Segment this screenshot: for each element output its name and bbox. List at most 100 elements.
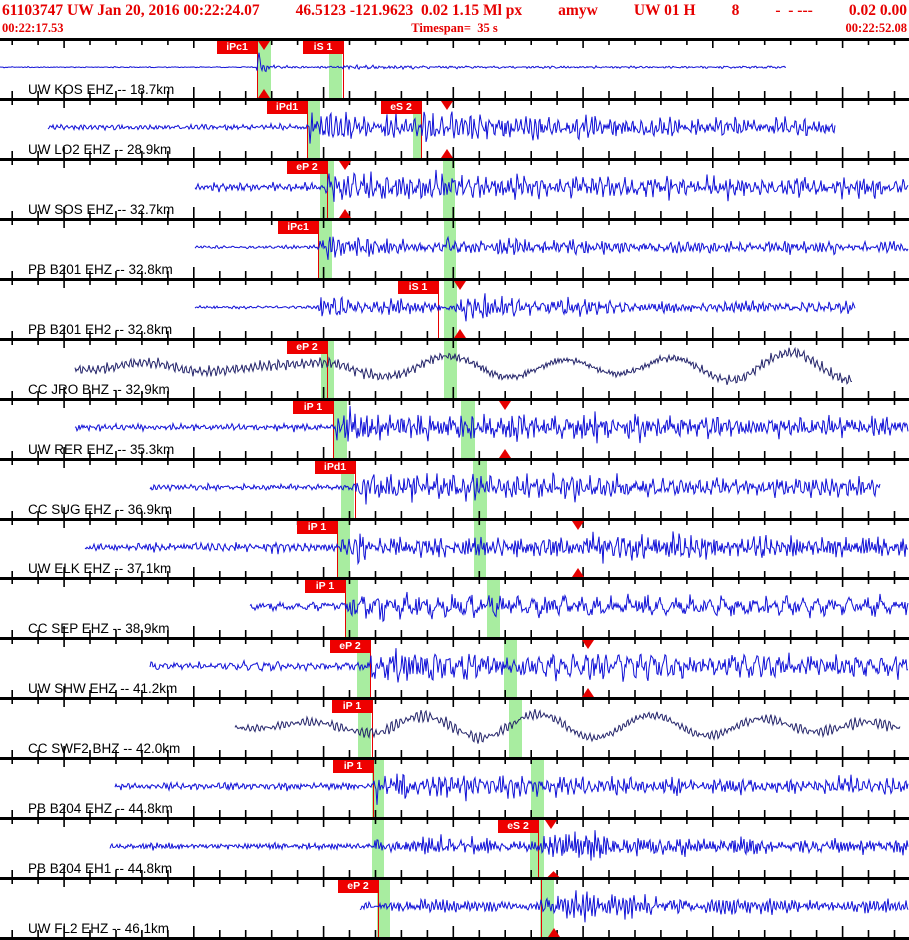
trace-panel[interactable]: iP 1 CC SWF2 BHZ -- 42.0km [0,700,909,761]
seismogram-trace[interactable] [194,235,909,260]
pick-uncertainty-band [329,41,342,98]
seismogram-trace[interactable] [0,52,786,73]
phase-pick-flag[interactable]: iP 1 [297,520,337,534]
waveform-plot[interactable] [0,41,909,98]
seismogram-trace[interactable] [114,773,909,806]
pick-time-line[interactable] [343,41,344,98]
time-axis-ticks [11,820,896,878]
phase-pick-flag[interactable]: eP 2 [287,340,327,354]
trace-panel[interactable]: iPc1 PB B201 EHZ -- 32.8km [0,220,909,281]
time-axis-ticks [11,700,896,758]
waveform-plot[interactable] [0,460,909,518]
waveform-plot[interactable] [0,880,909,938]
pick-time-line[interactable] [337,520,338,578]
pick-time-line[interactable] [333,400,334,458]
waveform-plot[interactable] [0,640,909,698]
trace-panel[interactable]: iPd1 CC SUG EHZ -- 36.9km [0,460,909,521]
arrival-marker-up-icon [454,328,466,338]
phase-pick-flag[interactable]: iS 1 [303,41,343,54]
seismogram-trace[interactable] [74,405,909,444]
station-label: UW SOS EHZ -- 32.7km [28,201,175,217]
arrival-marker-up-icon [441,148,453,158]
time-axis-ticks [11,41,896,98]
station-label: CC SEP EHZ -- 38.9km [28,621,170,637]
phase-pick-flag[interactable]: eS 2 [381,100,421,114]
pick-uncertainty-band [444,280,457,338]
pick-time-line[interactable] [373,760,374,818]
trace-panel[interactable]: eP 2 CC JRO BHZ -- 32.9km [0,340,909,401]
arrival-marker-down-icon [499,400,511,410]
seismogram-trace[interactable] [149,472,881,505]
residuals: 0.02 0.00 [848,2,907,19]
phase-pick-flag[interactable]: iS 1 [398,280,438,294]
seismogram-trace[interactable] [194,169,909,202]
trace-panel[interactable]: iP 1 UW RER EHZ -- 35.3km [0,400,909,461]
waveform-plot[interactable] [0,700,909,758]
seismogram-trace[interactable] [234,709,901,745]
window-end-time: 00:22:52.08 [845,21,907,35]
phase-pick-flag[interactable]: eP 2 [330,640,370,654]
seismogram-trace[interactable] [249,592,909,623]
pick-time-line[interactable] [318,220,319,278]
pick-time-line[interactable] [378,880,379,938]
arrival-marker-up-icon [339,208,351,218]
phase-pick-flag[interactable]: iPd1 [267,100,307,114]
seismogram-trace[interactable] [109,830,909,861]
station-count: 8 [731,2,740,19]
trace-panel[interactable]: eP 2 UW SHW EHZ -- 41.2km [0,640,909,701]
seismogram-trace[interactable] [359,890,909,923]
trace-panel[interactable]: iPd1 eS 2 UW LO2 EHZ -- 28.9km [0,100,909,161]
pick-uncertainty-band [487,580,500,638]
waveform-plot[interactable] [0,580,909,638]
seismogram-trace[interactable] [74,346,853,385]
phase-pick-flag[interactable]: eP 2 [338,880,378,894]
phase-pick-flag[interactable]: eS 2 [498,820,538,834]
pick-time-line[interactable] [327,340,328,398]
trace-panel[interactable]: eS 2 PB B204 EH1 -- 44.8km [0,820,909,881]
phase-pick-flag[interactable]: iP 1 [333,760,373,774]
seismogram-trace[interactable] [84,530,908,565]
station-label: UW FL2 EHZ -- 46.1km [28,921,170,937]
station-label: UW RER EHZ -- 35.3km [28,441,175,457]
arrival-marker-up-icon [572,568,584,578]
seismogram-trace[interactable] [47,111,836,144]
trace-panel[interactable]: iPc1 iS 1 UW KOS EHZ -- 18.7km [0,38,909,101]
phase-pick-flag[interactable]: iP 1 [332,700,372,714]
window-start-time: 00:22:17.53 [2,21,64,35]
trace-panel[interactable]: eP 2 UW SOS EHZ -- 32.7km [0,160,909,221]
trace-panel[interactable]: eP 2 UW FL2 EHZ -- 46.1km [0,880,909,940]
phase-pick-flag[interactable]: iPc1 [217,41,257,54]
phase-pick-flag[interactable]: iP 1 [305,580,345,594]
timespan-label: Timespan= 35 s [411,21,498,35]
time-axis-ticks [11,880,896,938]
pick-uncertainty-band [372,820,384,878]
trace-panel[interactable]: iP 1 PB B204 EHZ -- 44.8km [0,760,909,821]
station-label: UW ELK EHZ -- 37.1km [28,561,172,577]
pick-time-line[interactable] [370,640,371,698]
pick-time-line[interactable] [372,700,373,758]
arrival-marker-down-icon [572,520,584,530]
pick-time-line[interactable] [541,880,542,938]
pick-uncertainty-band [540,880,554,938]
phase-pick-flag[interactable]: iPc1 [278,220,318,234]
waveform-plot[interactable] [0,820,909,878]
event-header: 61103747 UW Jan 20, 2016 00:22:24.07 46.… [0,0,909,22]
arrival-marker-down-icon [582,640,594,650]
station-label: CC JRO BHZ -- 32.9km [28,381,170,397]
trace-panel[interactable]: iP 1 UW ELK EHZ -- 37.1km [0,520,909,581]
phase-pick-flag[interactable]: iPd1 [315,460,355,474]
station-label: CC SWF2 BHZ -- 42.0km [28,741,181,757]
trace-panels: iPc1 iS 1 UW KOS EHZ -- 18.7km iPd1 eS 2 UW L… [0,38,909,940]
phase-pick-flag[interactable]: iP 1 [293,400,333,414]
seismogram-trace[interactable] [194,292,856,322]
arrival-marker-up-icon [548,928,560,938]
trace-panel[interactable]: iS 1 PB B201 EH2 -- 32.8km [0,280,909,341]
phase-pick-flag[interactable]: eP 2 [287,160,327,174]
trace-panel[interactable]: iP 1 CC SEP EHZ -- 38.9km [0,580,909,641]
waveform-plot[interactable] [0,760,909,818]
event-location-magnitude: 46.5123 -121.9623 0.02 1.15 Ml px [295,2,523,19]
status-dashes: - - --- [775,2,813,19]
seismogram-trace[interactable] [149,648,909,683]
pick-time-line[interactable] [307,100,308,158]
